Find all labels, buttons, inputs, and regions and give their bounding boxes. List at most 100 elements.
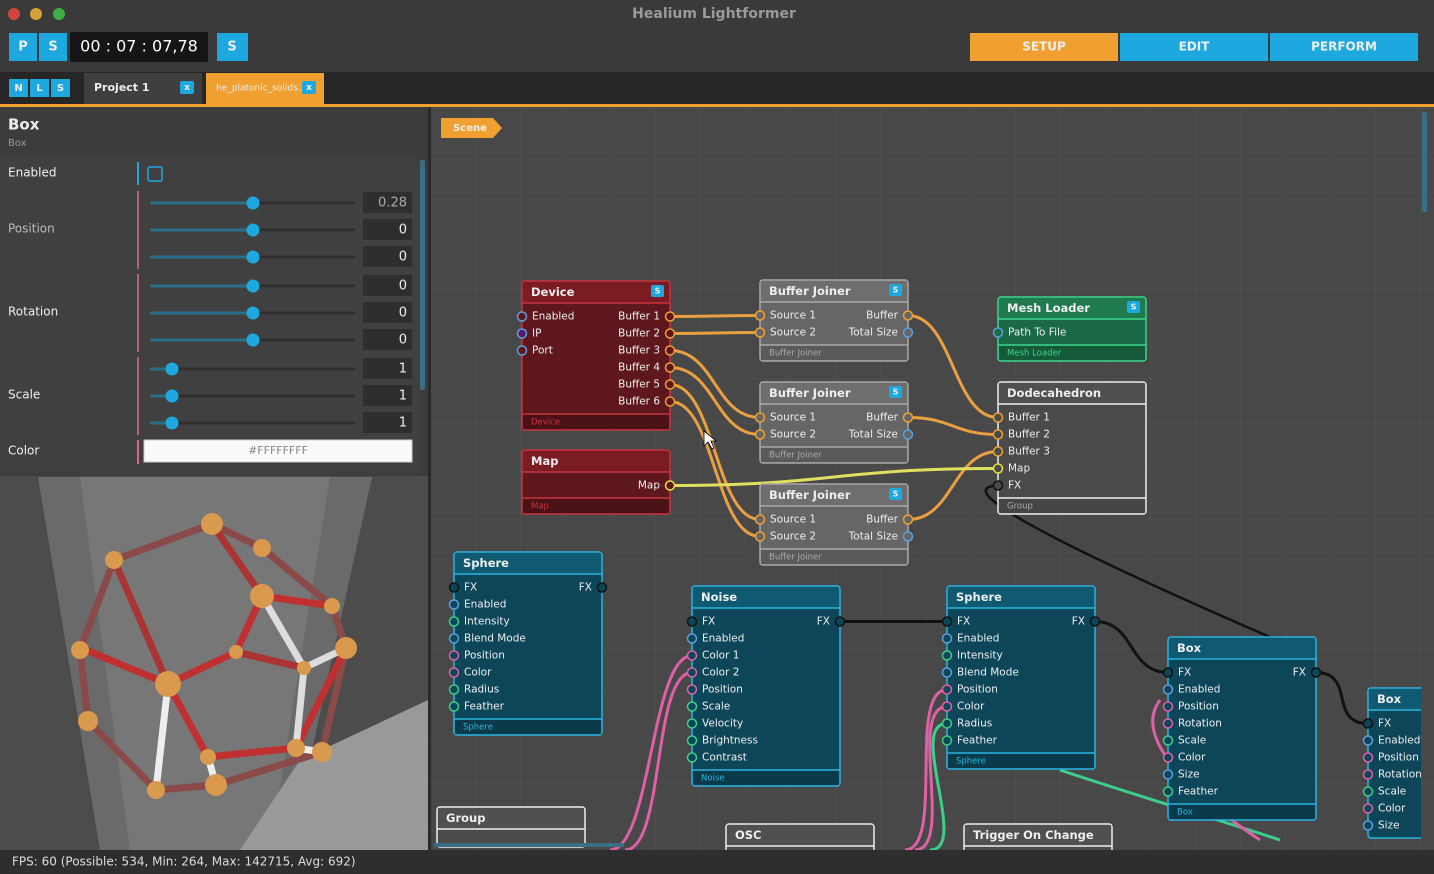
input-port[interactable]	[1162, 718, 1174, 729]
output-port[interactable]	[902, 531, 914, 542]
node[interactable]: Box FX Enabled Position Rotation Scale Color Si…	[1362, 687, 1434, 839]
input-port[interactable]	[1362, 803, 1374, 814]
slider-track[interactable]	[150, 367, 355, 371]
value-box[interactable]	[363, 385, 412, 406]
slider-knob[interactable]	[246, 279, 260, 293]
input-port[interactable]	[1162, 684, 1174, 695]
scene-breadcrumb[interactable]	[441, 118, 502, 138]
input-port[interactable]	[448, 599, 460, 610]
p-button[interactable]	[9, 33, 37, 61]
input-port[interactable]	[992, 446, 1004, 457]
input-port[interactable]	[686, 701, 698, 712]
input-port[interactable]	[1162, 735, 1174, 746]
value-box[interactable]	[363, 302, 412, 323]
output-port[interactable]	[902, 327, 914, 338]
output-port[interactable]	[664, 362, 676, 373]
output-port[interactable]	[664, 311, 676, 322]
input-port[interactable]	[1162, 701, 1174, 712]
input-port[interactable]	[686, 667, 698, 678]
maximize-window[interactable]	[53, 8, 65, 20]
canvas-hscrollbar[interactable]	[434, 843, 624, 847]
input-port[interactable]	[686, 735, 698, 746]
slider-track[interactable]	[150, 421, 355, 425]
input-port[interactable]	[686, 633, 698, 644]
output-port[interactable]	[902, 412, 914, 423]
input-port[interactable]	[1362, 820, 1374, 831]
node[interactable]: Noise FX Enabled Color 1 Color 2 Position Scal…	[686, 585, 846, 787]
close-window[interactable]	[8, 8, 20, 20]
node-badge[interactable]	[651, 285, 664, 297]
input-port[interactable]	[686, 718, 698, 729]
node[interactable]: Sphere FX Enabled Intensity Blend Mode Positi…	[448, 551, 608, 736]
input-port[interactable]	[516, 311, 528, 322]
input-port[interactable]	[941, 616, 953, 627]
node-badge[interactable]	[889, 386, 902, 398]
input-port[interactable]	[992, 463, 1004, 474]
output-port[interactable]	[834, 616, 846, 627]
node-badge[interactable]	[1127, 301, 1140, 313]
slider-knob[interactable]	[165, 416, 179, 430]
input-port[interactable]	[941, 718, 953, 729]
splitter[interactable]	[428, 107, 431, 850]
node[interactable]: Buffer Joiner S Source 1 Source 2 Buffer Tota…	[754, 381, 914, 464]
input-port[interactable]	[516, 345, 528, 356]
node[interactable]: Mesh Loader S Path To File Mesh Loader	[992, 296, 1147, 362]
node[interactable]: Buffer Joiner S Source 1 Source 2 Buffer Tota…	[754, 279, 914, 362]
input-port[interactable]	[448, 616, 460, 627]
enabled-checkbox[interactable]	[147, 166, 163, 182]
input-port[interactable]	[1362, 752, 1374, 763]
output-port[interactable]	[664, 345, 676, 356]
toggle-button[interactable]	[9, 79, 28, 97]
input-port[interactable]	[686, 616, 698, 627]
node-body[interactable]	[1367, 687, 1434, 839]
input-port[interactable]	[941, 667, 953, 678]
slider-knob[interactable]	[246, 223, 260, 237]
output-port[interactable]	[902, 429, 914, 440]
output-port[interactable]	[902, 514, 914, 525]
minimize-window[interactable]	[30, 8, 42, 20]
output-port[interactable]	[902, 310, 914, 321]
input-port[interactable]	[941, 633, 953, 644]
input-port[interactable]	[754, 412, 766, 423]
node[interactable]: OSC	[725, 823, 875, 864]
snap-button[interactable]	[217, 33, 248, 61]
node[interactable]: Device S Enabled IP Port Buffer 1 Buffer 2 Buff…	[516, 280, 676, 431]
mode-button[interactable]	[970, 33, 1118, 61]
input-port[interactable]	[941, 701, 953, 712]
s-button[interactable]	[39, 33, 67, 61]
output-port[interactable]	[664, 480, 676, 491]
node[interactable]: Map Map Map	[521, 449, 676, 515]
node[interactable]: Dodecahedron Buffer 1 Buffer 2 Buffer 3 Map F…	[992, 381, 1147, 515]
input-port[interactable]	[448, 667, 460, 678]
input-port[interactable]	[1162, 769, 1174, 780]
input-port[interactable]	[992, 327, 1004, 338]
input-port[interactable]	[1162, 667, 1174, 678]
toggle-button[interactable]	[30, 79, 49, 97]
input-port[interactable]	[516, 328, 528, 339]
input-port[interactable]	[941, 684, 953, 695]
output-port[interactable]	[1310, 667, 1322, 678]
input-port[interactable]	[754, 531, 766, 542]
output-port[interactable]	[664, 328, 676, 339]
value-box[interactable]	[363, 246, 412, 267]
input-port[interactable]	[941, 650, 953, 661]
input-port[interactable]	[992, 412, 1004, 423]
input-port[interactable]	[992, 480, 1004, 491]
node[interactable]: Trigger On Change	[963, 823, 1113, 864]
output-port[interactable]	[1089, 616, 1101, 627]
node-badge[interactable]	[889, 488, 902, 500]
output-port[interactable]	[664, 379, 676, 390]
input-port[interactable]	[448, 650, 460, 661]
value-box[interactable]	[363, 192, 412, 213]
input-port[interactable]	[448, 684, 460, 695]
value-box[interactable]	[363, 329, 412, 350]
input-port[interactable]	[448, 701, 460, 712]
input-port[interactable]	[1362, 718, 1374, 729]
input-port[interactable]	[1362, 786, 1374, 797]
value-box[interactable]	[363, 219, 412, 240]
mode-button[interactable]	[1120, 33, 1268, 61]
input-port[interactable]	[686, 650, 698, 661]
slider-knob[interactable]	[165, 362, 179, 376]
slider-knob[interactable]	[246, 250, 260, 264]
input-port[interactable]	[754, 429, 766, 440]
